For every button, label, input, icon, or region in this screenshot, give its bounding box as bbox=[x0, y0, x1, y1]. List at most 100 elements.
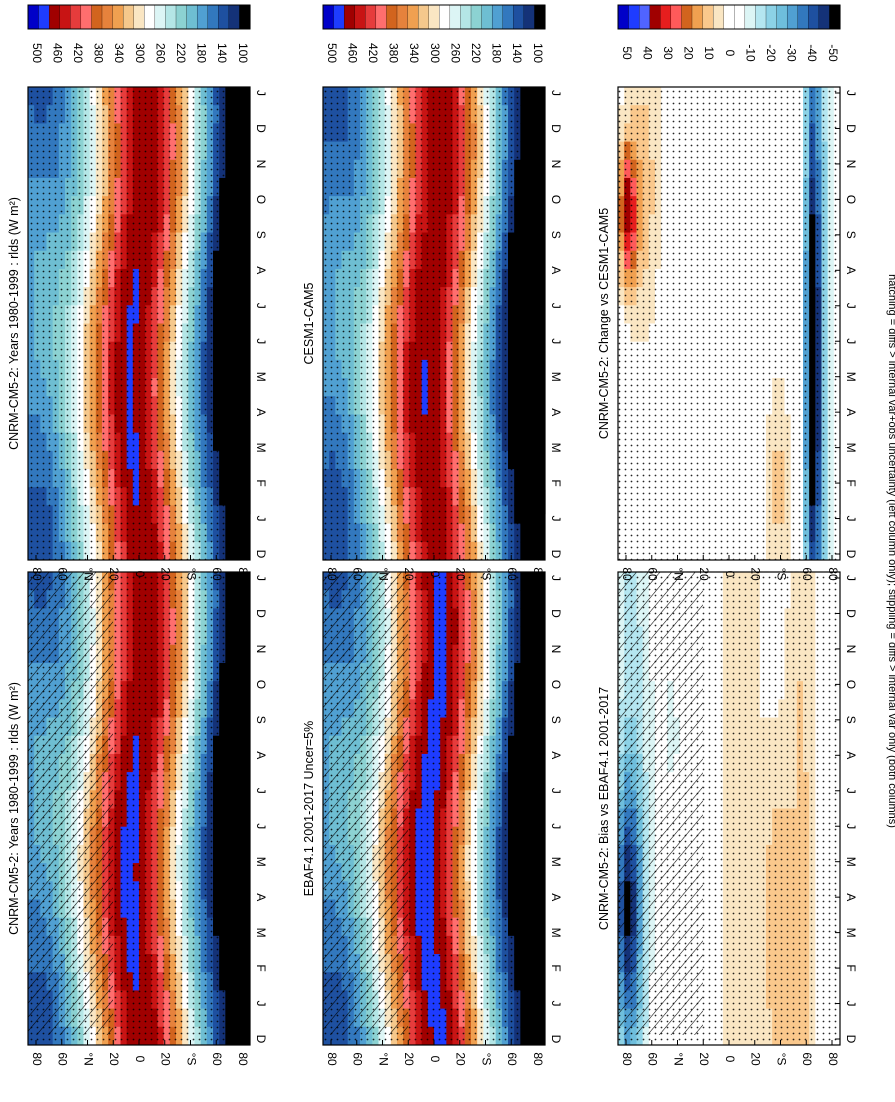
y-tick-label: °S bbox=[184, 568, 198, 581]
x-tick-label: J bbox=[549, 303, 563, 309]
colorbar-label: 180 bbox=[195, 43, 209, 63]
y-tick-label: 80 bbox=[325, 567, 339, 581]
colorbar-label: 380 bbox=[387, 43, 401, 63]
y-tick-label: °S bbox=[184, 1053, 198, 1066]
x-tick-label: S bbox=[254, 716, 268, 724]
colorbar-swatch bbox=[491, 4, 504, 30]
x-tick-label: J bbox=[549, 788, 563, 794]
y-tick-label: 80 bbox=[236, 567, 250, 581]
colorbar-label: 300 bbox=[133, 43, 147, 63]
y-tick-label: 20 bbox=[697, 1052, 711, 1066]
x-tick-label: J bbox=[549, 1001, 563, 1007]
y-tick-label: 80 bbox=[531, 567, 545, 581]
y-tick-label: 0 bbox=[133, 1056, 147, 1063]
x-tick-label: S bbox=[549, 231, 563, 239]
x-tick-label: F bbox=[549, 964, 563, 971]
colorbar-label: 380 bbox=[92, 43, 106, 63]
x-tick-label: J bbox=[254, 788, 268, 794]
x-tick-label: J bbox=[254, 516, 268, 522]
colorbar-swatch bbox=[112, 4, 124, 30]
x-tick-label: A bbox=[549, 266, 563, 274]
colorbar-swatch bbox=[470, 4, 483, 30]
y-tick-label: 20 bbox=[159, 567, 173, 581]
x-tick-label: D bbox=[549, 1035, 563, 1044]
x-tick-label: O bbox=[844, 680, 858, 689]
colorbar-swatch bbox=[80, 4, 92, 30]
colorbar-label: 260 bbox=[448, 43, 462, 63]
y-tick-label: 60 bbox=[210, 1052, 224, 1066]
colorbar-swatch bbox=[354, 4, 366, 30]
x-tick-label: M bbox=[549, 372, 563, 382]
x-tick-label: D bbox=[549, 550, 563, 559]
colorbar-swatch bbox=[417, 4, 430, 30]
colorbar-label: 100 bbox=[236, 43, 250, 63]
x-tick-label: J bbox=[254, 338, 268, 344]
x-tick-label: J bbox=[844, 1001, 858, 1007]
panel-5: 80 60 °N 20 0 20 °S 60 80DJFMAMJJASONDJCNRM-CM5-… bbox=[597, 4, 858, 581]
x-tick-label: A bbox=[254, 266, 268, 274]
x-tick-label: J bbox=[254, 303, 268, 309]
x-tick-label: A bbox=[254, 751, 268, 759]
x-tick-label: A bbox=[549, 751, 563, 759]
panel-title: CNRM-CM5-2: Years 1980-1999 : rlds (W m²… bbox=[7, 682, 21, 935]
x-tick-label: A bbox=[549, 408, 563, 416]
colorbar-label: 260 bbox=[153, 43, 167, 63]
y-tick-label: 0 bbox=[723, 1056, 737, 1063]
x-tick-label: N bbox=[549, 645, 563, 654]
heatmap-field bbox=[618, 572, 840, 1045]
x-tick-label: N bbox=[254, 160, 268, 169]
colorbar-swatch bbox=[333, 4, 345, 30]
colorbar-label: 300 bbox=[428, 43, 442, 63]
colorbar-swatch bbox=[59, 4, 71, 30]
x-tick-label: D bbox=[254, 1035, 268, 1044]
colorbar-swatch bbox=[449, 4, 461, 30]
y-tick-label: °S bbox=[774, 1053, 788, 1066]
colorbar-label: 340 bbox=[407, 43, 421, 63]
y-tick-label: 80 bbox=[30, 567, 44, 581]
panel-title: CESM1-CAM5 bbox=[302, 282, 316, 364]
y-tick-label: 60 bbox=[505, 1052, 519, 1066]
colorbar-swatch bbox=[133, 4, 145, 30]
x-tick-label: J bbox=[254, 1001, 268, 1007]
x-tick-label: M bbox=[844, 857, 858, 867]
x-tick-label: M bbox=[844, 928, 858, 938]
y-tick-label: 80 bbox=[531, 1052, 545, 1066]
x-tick-label: O bbox=[254, 195, 268, 204]
colorbar-swatch bbox=[407, 4, 419, 30]
y-tick-label: 60 bbox=[56, 1052, 70, 1066]
y-tick-label: 20 bbox=[749, 1052, 763, 1066]
colorbar-label: 140 bbox=[215, 43, 229, 63]
y-tick-label: 20 bbox=[107, 1052, 121, 1066]
y-tick-label: 60 bbox=[505, 567, 519, 581]
x-tick-label: S bbox=[844, 716, 858, 724]
x-tick-label: A bbox=[844, 893, 858, 901]
stippling-overlay bbox=[28, 87, 250, 560]
colorbar-swatch bbox=[365, 4, 377, 30]
colorbar-swatch bbox=[144, 4, 156, 30]
colorbar-label: 420 bbox=[71, 43, 85, 63]
colorbar-swatch bbox=[386, 4, 398, 30]
y-tick-label: °S bbox=[479, 568, 493, 581]
colorbar-swatch bbox=[322, 4, 335, 30]
x-tick-label: D bbox=[254, 550, 268, 559]
colorbar-label: 180 bbox=[490, 43, 504, 63]
y-tick-label: 60 bbox=[646, 1052, 660, 1066]
x-tick-label: S bbox=[254, 231, 268, 239]
x-tick-label: M bbox=[549, 443, 563, 453]
colorbar-swatch bbox=[502, 4, 514, 30]
y-tick-label: 60 bbox=[800, 1052, 814, 1066]
colorbar-swatch bbox=[523, 4, 535, 30]
y-tick-label: 80 bbox=[325, 1052, 339, 1066]
y-tick-label: 80 bbox=[236, 1052, 250, 1066]
colorbar-swatch bbox=[481, 4, 493, 30]
colorbar-swatch bbox=[428, 4, 440, 30]
y-tick-label: 60 bbox=[351, 567, 365, 581]
y-tick-label: 80 bbox=[826, 1052, 840, 1066]
colorbar-swatch bbox=[38, 4, 50, 30]
x-tick-label: J bbox=[549, 823, 563, 829]
x-tick-label: J bbox=[549, 575, 563, 581]
y-tick-label: 20 bbox=[454, 1052, 468, 1066]
heatmap-field bbox=[28, 572, 250, 1045]
